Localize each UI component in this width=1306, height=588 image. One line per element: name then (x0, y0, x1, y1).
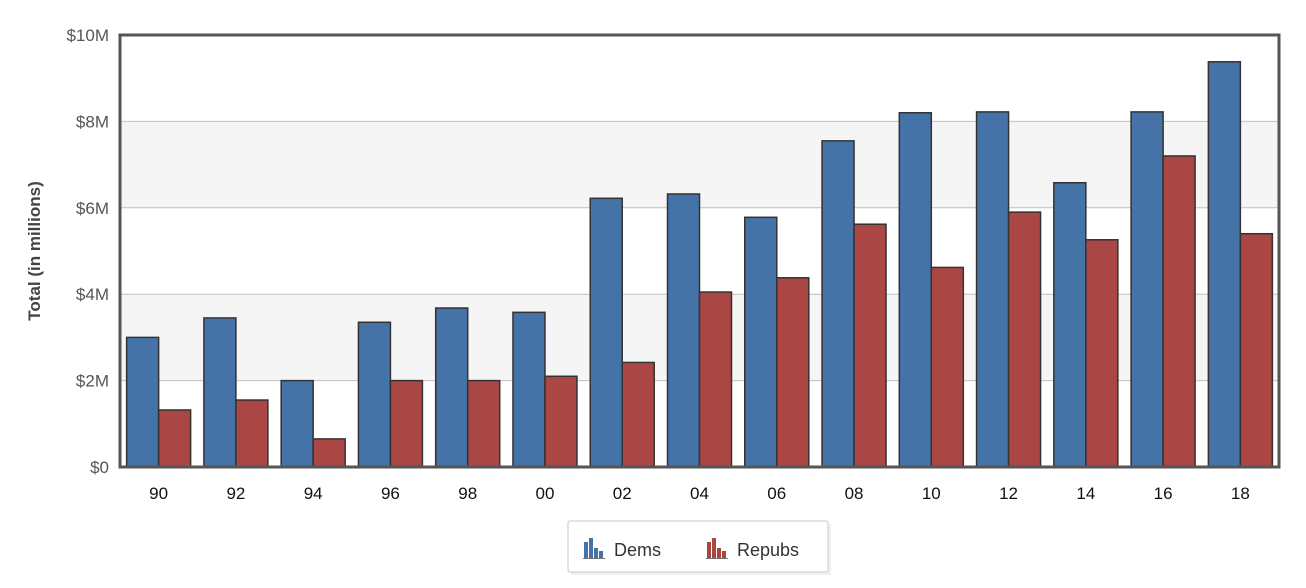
bar-dems-06[interactable] (744, 216, 778, 468)
legend-box (567, 520, 829, 573)
bar-chart-icon (706, 538, 728, 559)
legend-item-repubs[interactable]: Repubs (706, 538, 799, 560)
bar-repubs-10[interactable] (930, 266, 965, 468)
bar-group-94 (280, 379, 346, 468)
bar-dems-96[interactable] (357, 321, 392, 468)
x-tick-label: 16 (1154, 484, 1173, 503)
bar-dems-16[interactable] (1130, 111, 1164, 468)
x-tick-label: 00 (536, 484, 555, 503)
bar-dems-94[interactable] (280, 379, 314, 468)
y-tick-label: $2M (76, 372, 109, 391)
x-tick-label: 08 (845, 484, 864, 503)
bar-group-10 (898, 112, 965, 468)
x-tick-label: 98 (458, 484, 477, 503)
y-tick-label: $10M (66, 26, 109, 45)
x-tick-label: 18 (1231, 484, 1250, 503)
bar-group-08 (821, 140, 887, 468)
bar-dems-08[interactable] (821, 140, 855, 468)
bar-dems-04[interactable] (666, 193, 701, 468)
plot-frame (118, 33, 1281, 469)
bar-group-12 (975, 111, 1042, 468)
y-axis-ticks: $0 $2M $4M $6M $8M $10M (66, 26, 109, 477)
bar-repubs-00[interactable] (544, 375, 578, 468)
y-tick-label: $4M (76, 285, 109, 304)
x-tick-label: 90 (149, 484, 168, 503)
bar-group-90 (125, 336, 192, 468)
bar-group-06 (744, 216, 810, 468)
legend-label: Repubs (737, 540, 799, 560)
bar-repubs-16[interactable] (1162, 155, 1196, 468)
bar-group-00 (512, 311, 578, 468)
bar-group-16 (1130, 111, 1196, 468)
y-tick-label: $8M (76, 112, 109, 131)
legend-item-dems[interactable]: Dems (583, 538, 661, 560)
bar-chart-icon (583, 538, 605, 559)
bar-repubs-08[interactable] (853, 223, 887, 468)
bar-repubs-14[interactable] (1085, 239, 1119, 468)
bar-group-02 (589, 197, 655, 468)
bar-group-98 (434, 307, 501, 468)
y-tick-label: $6M (76, 199, 109, 218)
bar-repubs-18[interactable] (1239, 232, 1274, 468)
bar-dems-10[interactable] (898, 112, 933, 468)
bar-dems-00[interactable] (512, 311, 546, 468)
x-tick-label: 14 (1076, 484, 1095, 503)
x-tick-label: 02 (613, 484, 632, 503)
bar-group-96 (357, 321, 424, 468)
bar-group-18 (1207, 61, 1274, 468)
bars (125, 61, 1274, 468)
x-tick-label: 04 (690, 484, 709, 503)
bar-repubs-92[interactable] (235, 399, 269, 468)
legend-label: Dems (614, 540, 661, 560)
y-axis-title: Total (in millions) (25, 181, 44, 320)
bar-repubs-96[interactable] (389, 379, 424, 468)
bar-dems-92[interactable] (203, 317, 237, 468)
y-tick-label: $0 (90, 458, 109, 477)
bar-group-14 (1053, 181, 1119, 468)
bar-dems-98[interactable] (434, 307, 469, 468)
bar-repubs-90[interactable] (157, 409, 192, 468)
bar-dems-90[interactable] (125, 336, 160, 468)
x-tick-label: 10 (922, 484, 941, 503)
bar-repubs-02[interactable] (621, 361, 655, 468)
x-tick-label: 06 (767, 484, 786, 503)
x-tick-label: 96 (381, 484, 400, 503)
bar-dems-18[interactable] (1207, 61, 1242, 468)
x-axis-ticks: 90 92 94 96 98 00 02 04 06 08 10 12 14 16 18 (149, 484, 1250, 503)
bar-repubs-98[interactable] (466, 379, 501, 468)
x-tick-label: 12 (999, 484, 1018, 503)
x-tick-label: 92 (226, 484, 245, 503)
bar-dems-12[interactable] (975, 111, 1010, 468)
x-tick-label: 94 (304, 484, 323, 503)
bar-repubs-12[interactable] (1007, 211, 1042, 468)
bar-repubs-04[interactable] (698, 291, 733, 468)
bar-repubs-94[interactable] (312, 438, 346, 468)
bar-group-04 (666, 193, 733, 468)
legend[interactable]: Dems Repubs (567, 520, 831, 575)
bar-dems-14[interactable] (1053, 181, 1087, 468)
bar-dems-02[interactable] (589, 197, 623, 468)
bar-repubs-06[interactable] (776, 277, 810, 468)
